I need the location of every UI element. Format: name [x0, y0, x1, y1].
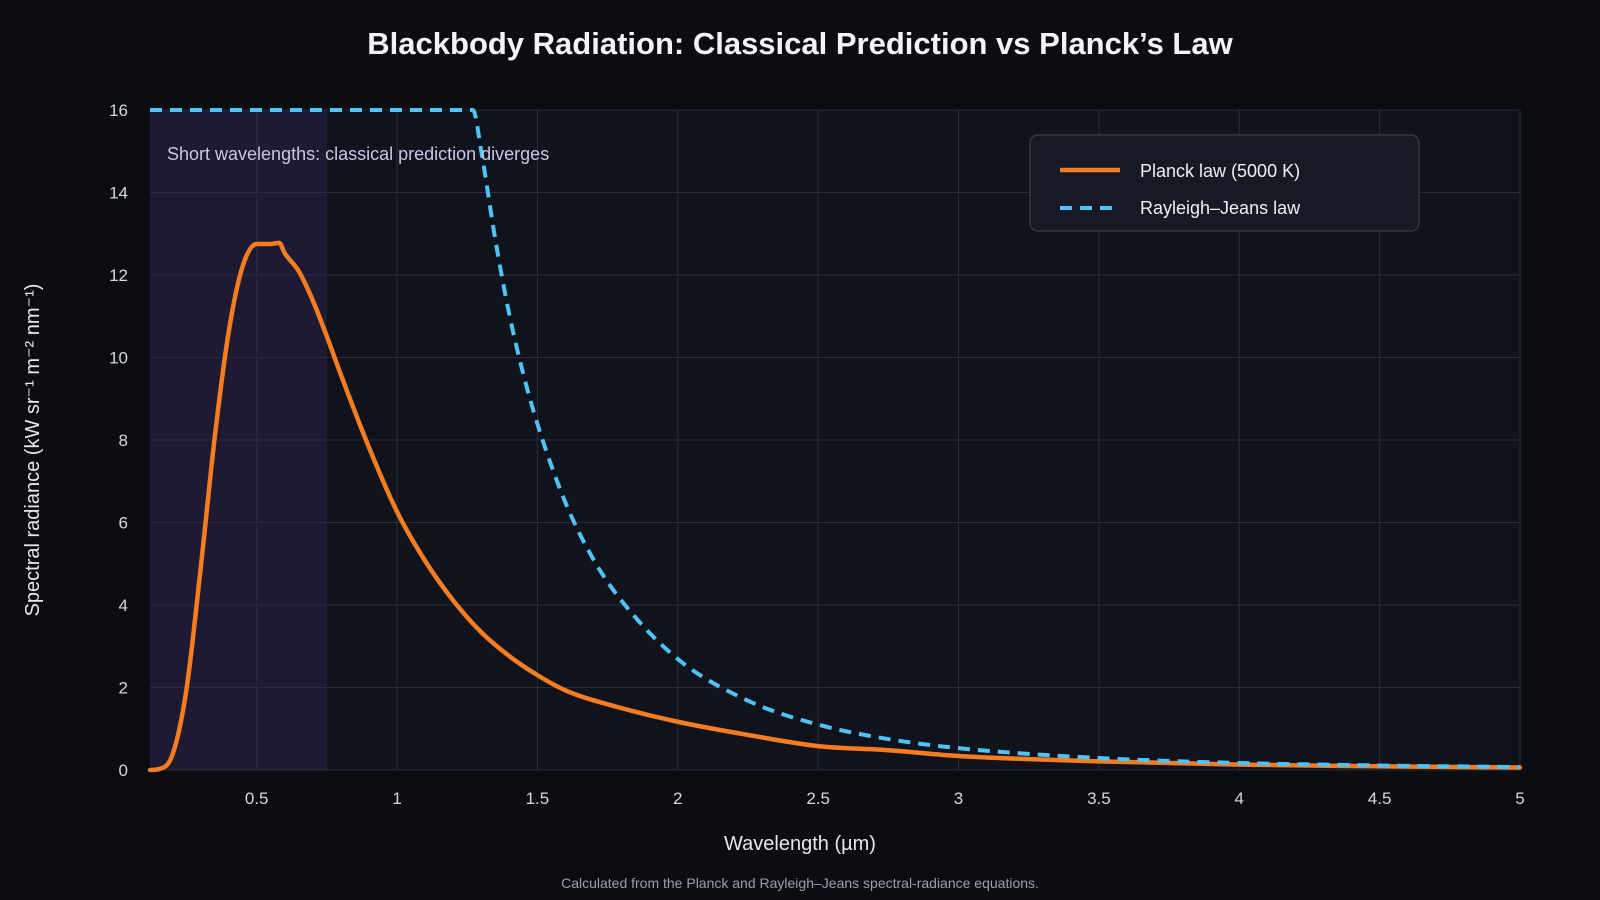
y-tick-label: 0: [119, 761, 128, 780]
x-tick-label: 1.5: [526, 789, 550, 808]
y-axis-label: Spectral radiance (kW sr⁻¹ m⁻² nm⁻¹): [22, 284, 44, 617]
x-tick-labels: 0.5 1 1.5 2 2.5 3 3.5 4 4.5 5: [245, 789, 1525, 808]
y-tick-label: 6: [119, 514, 128, 533]
x-tick-label: 2: [673, 789, 682, 808]
highlight-annotation: Short wavelengths: classical prediction …: [167, 144, 549, 164]
footnote: Calculated from the Planck and Rayleigh–…: [561, 875, 1039, 891]
x-tick-label: 1: [392, 789, 401, 808]
y-tick-labels: 0 2 4 6 8 10 12 14 16: [109, 101, 128, 780]
x-tick-label: 2.5: [806, 789, 830, 808]
y-tick-label: 2: [119, 679, 128, 698]
legend-label-rayleigh-jeans: Rayleigh–Jeans law: [1140, 198, 1301, 218]
x-tick-label: 4.5: [1368, 789, 1392, 808]
rayleigh-jeans-curve: [150, 108, 1521, 770]
chart-title: Blackbody Radiation: Classical Predictio…: [367, 26, 1233, 61]
y-gridlines: [150, 109, 1520, 771]
x-tick-label: 3: [954, 789, 963, 808]
y-tick-label: 12: [109, 266, 128, 285]
x-tick-label: 3.5: [1087, 789, 1111, 808]
x-tick-label: 0.5: [245, 789, 269, 808]
x-axis-label: Wavelength (µm): [724, 833, 876, 855]
legend-label-planck: Planck law (5000 K): [1140, 161, 1300, 181]
legend: Planck law (5000 K) Rayleigh–Jeans law: [1029, 134, 1420, 232]
y-tick-label: 8: [119, 431, 128, 450]
y-tick-label: 16: [109, 101, 128, 120]
planck-curve: [147, 240, 1523, 773]
x-tick-label: 4: [1235, 789, 1244, 808]
y-tick-label: 4: [119, 596, 128, 615]
x-tick-label: 5: [1515, 789, 1524, 808]
y-tick-label: 10: [109, 349, 128, 368]
series-layer: [147, 108, 1523, 773]
y-tick-label: 14: [109, 184, 128, 203]
legend-box: [1029, 134, 1420, 232]
